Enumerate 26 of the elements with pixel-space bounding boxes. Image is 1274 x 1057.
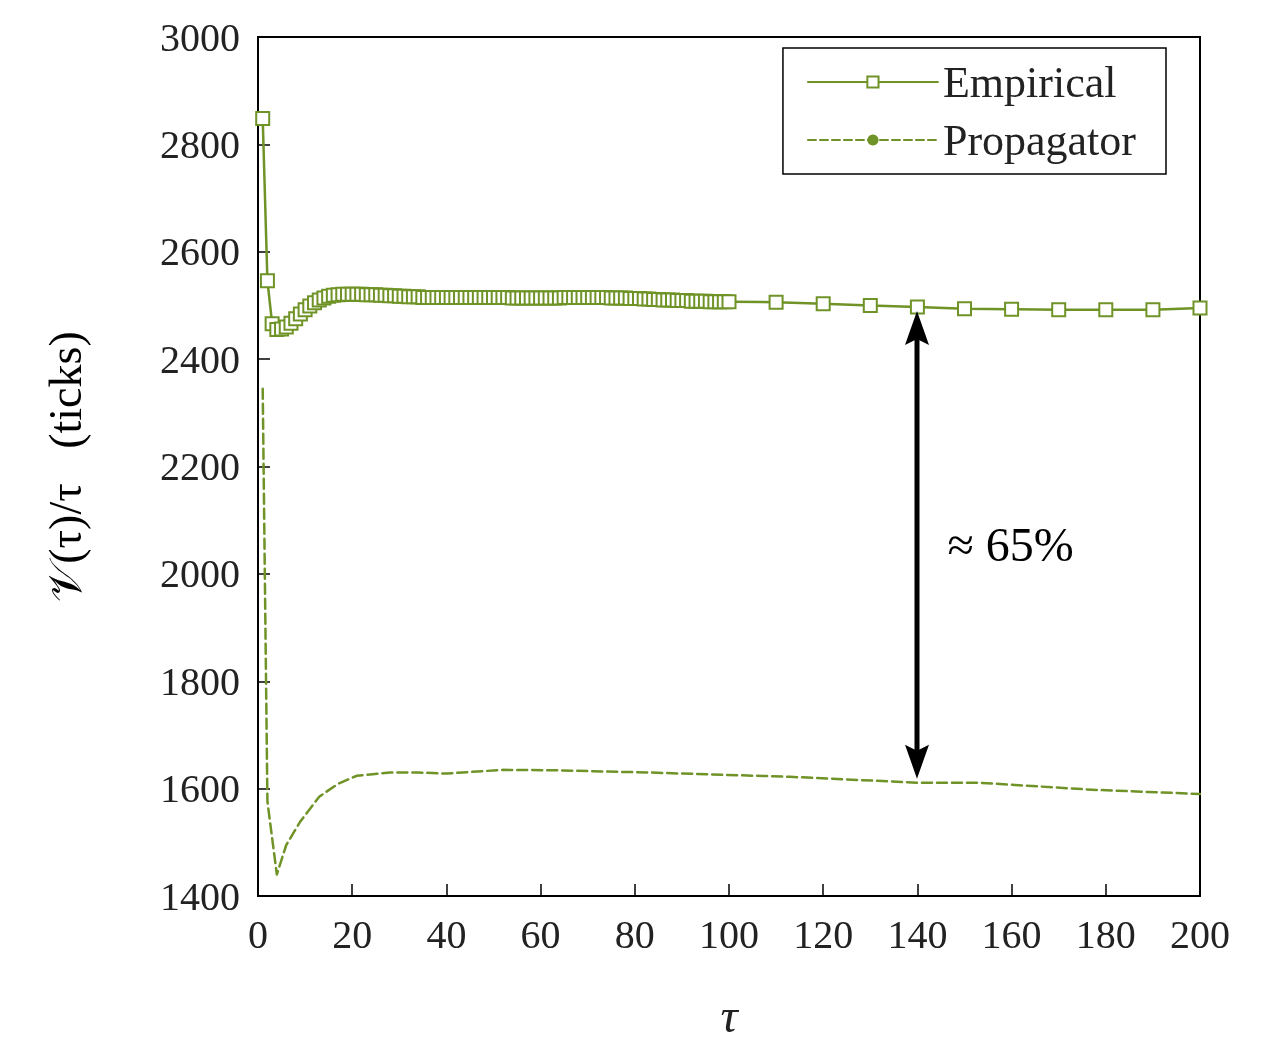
y-axis-title: 𝒱(τ)/τ (ticks) <box>39 331 91 602</box>
x-tick-label: 120 <box>793 911 854 957</box>
x-tick-label: 140 <box>887 911 948 957</box>
y-tick-label: 2200 <box>160 444 240 489</box>
y-tick-label: 1400 <box>160 873 240 919</box>
x-tick-label: 160 <box>981 911 1042 957</box>
legend-label: Empirical <box>942 57 1117 107</box>
x-tick-label: 20 <box>332 911 373 957</box>
y-tick-label: 2600 <box>160 229 240 275</box>
y-tick-label: 2400 <box>160 336 240 382</box>
y-tick-label: 2000 <box>160 551 240 597</box>
annotation: ≈ 65% <box>947 518 1074 572</box>
x-tick-label: 200 <box>1170 911 1230 957</box>
x-tick-label: 0 <box>248 911 268 957</box>
y-tick-label: 1600 <box>160 766 240 812</box>
x-axis-title: τ <box>720 988 740 1042</box>
x-tick-label: 100 <box>699 911 759 957</box>
x-tick-label: 80 <box>614 911 655 957</box>
y-tick-label: 2800 <box>160 121 240 167</box>
legend-label: Propagator <box>942 115 1137 165</box>
y-tick-label: 3000 <box>160 14 240 60</box>
x-tick-label: 180 <box>1075 911 1136 957</box>
x-tick-label: 40 <box>426 911 467 957</box>
y-tick-label: 1800 <box>160 658 240 704</box>
x-tick-label: 60 <box>520 911 561 957</box>
line-series <box>261 387 1202 876</box>
